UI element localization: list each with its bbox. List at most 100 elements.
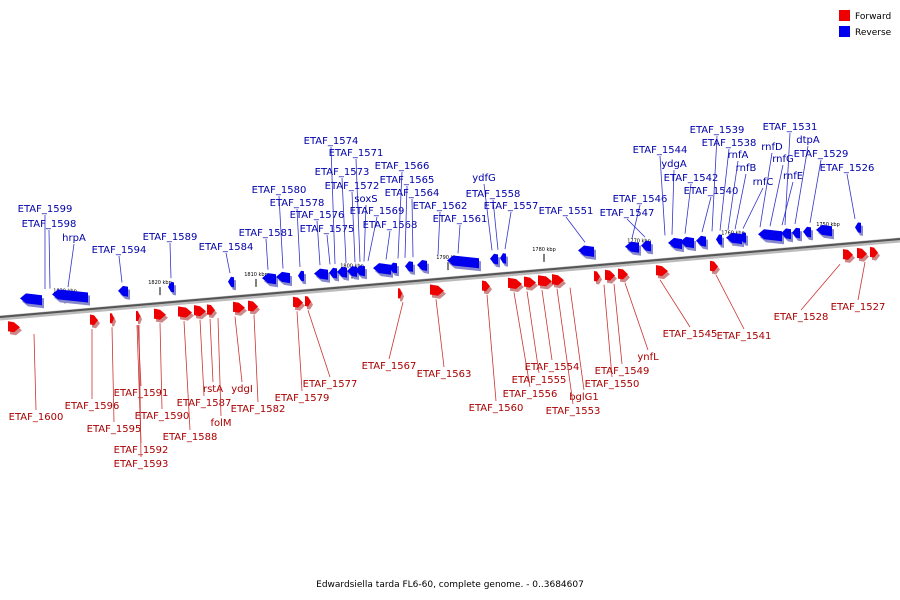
reverse-label-leader bbox=[742, 187, 764, 229]
reverse-label-leader bbox=[341, 177, 347, 264]
forward-gene-label: ETAF_1582 bbox=[231, 404, 286, 415]
forward-gene-arrow bbox=[656, 265, 668, 277]
forward-gene-arrow bbox=[398, 288, 402, 299]
reverse-gene-arrow bbox=[262, 273, 276, 285]
forward-gene-arrow bbox=[305, 296, 311, 307]
reverse-gene-arrow bbox=[389, 262, 397, 274]
reverse-gene-arrow bbox=[855, 222, 861, 233]
reverse-gene-arrow bbox=[337, 266, 347, 278]
reverse-label-leader bbox=[437, 211, 441, 256]
reverse-gene-label: ETAF_1547 bbox=[600, 208, 655, 219]
reverse-gene-arrow bbox=[298, 270, 304, 282]
legend-swatch-reverse bbox=[839, 26, 850, 37]
forward-gene-label: ETAF_1588 bbox=[163, 432, 218, 443]
reverse-gene-arrow bbox=[726, 232, 742, 245]
forward-label-leader bbox=[217, 318, 222, 417]
forward-label-leader bbox=[800, 263, 841, 311]
forward-gene-arrow bbox=[178, 306, 192, 318]
reverse-gene-arrow bbox=[355, 265, 365, 277]
reverse-gene-arrow bbox=[118, 285, 128, 297]
reverse-gene-arrow bbox=[740, 232, 746, 243]
reverse-label-leader bbox=[355, 158, 361, 262]
forward-gene-label: ETAF_1600 bbox=[9, 412, 64, 423]
forward-gene-label: ETAF_1593 bbox=[114, 459, 169, 470]
reverse-gene-label: ETAF_1562 bbox=[413, 201, 468, 212]
reverse-label-leader bbox=[367, 216, 378, 262]
forward-gene-label: ETAF_1577 bbox=[303, 379, 358, 390]
reverse-gene-label: rnfE bbox=[783, 171, 803, 182]
legend: Forward Reverse bbox=[839, 10, 892, 38]
forward-label-leader bbox=[556, 288, 574, 405]
reverse-gene-label: ETAF_1526 bbox=[820, 163, 875, 174]
forward-gene-arrow bbox=[154, 308, 166, 320]
reverse-label-leader bbox=[565, 216, 586, 243]
reverse-gene-label: ETAF_1539 bbox=[690, 125, 745, 136]
forward-label-leader bbox=[624, 282, 649, 351]
forward-gene-arrow bbox=[430, 284, 444, 296]
reverse-label-leader bbox=[397, 171, 403, 259]
forward-label-leader bbox=[111, 327, 115, 423]
reverse-label-leader bbox=[411, 198, 414, 258]
reverse-gene-label: ETAF_1566 bbox=[375, 161, 430, 172]
reverse-gene-arrow bbox=[20, 293, 42, 306]
scale-tick-label: 1780 kbp bbox=[532, 247, 556, 253]
reverse-gene-arrow bbox=[405, 261, 413, 272]
reverse-gene-label: soxS bbox=[354, 194, 377, 205]
forward-gene-label: folM bbox=[210, 418, 231, 429]
forward-label-leader bbox=[715, 274, 745, 330]
forward-gene-label: ETAF_1560 bbox=[469, 403, 524, 414]
reverse-label-leader bbox=[296, 208, 301, 268]
reverse-gene-label: ETAF_1599 bbox=[18, 204, 73, 215]
reverse-label-leader bbox=[809, 159, 822, 223]
forward-gene-arrow bbox=[248, 300, 258, 312]
reverse-gene-label: ETAF_1538 bbox=[702, 138, 757, 149]
reverse-gene-label: ETAF_1551 bbox=[539, 206, 594, 217]
reverse-gene-label: ETAF_1589 bbox=[143, 232, 198, 243]
forward-gene-label: ETAF_1587 bbox=[177, 398, 232, 409]
reverse-label-leader bbox=[671, 169, 675, 235]
forward-gene-arrow bbox=[90, 314, 98, 326]
reverse-gene-label: ETAF_1584 bbox=[199, 242, 254, 253]
forward-gene-arrow bbox=[8, 321, 20, 333]
reverse-gene-arrow bbox=[168, 281, 174, 293]
forward-genes bbox=[8, 246, 880, 336]
reverse-label-leader bbox=[316, 220, 321, 266]
reverse-gene-label: ETAF_1580 bbox=[252, 185, 307, 196]
reverse-gene-arrow bbox=[680, 236, 694, 249]
forward-label-leader bbox=[569, 287, 585, 391]
reverse-label-leader bbox=[727, 160, 739, 230]
reverse-gene-label: ETAF_1531 bbox=[763, 122, 818, 133]
reverse-gene-arrow bbox=[641, 240, 651, 252]
forward-gene-arrow bbox=[857, 247, 867, 259]
reverse-gene-arrow bbox=[696, 235, 706, 247]
reverse-gene-label: rnfG bbox=[772, 154, 794, 165]
reverse-label-leader bbox=[67, 243, 75, 288]
reverse-label-leader bbox=[385, 230, 391, 260]
reverse-label-leader bbox=[278, 195, 284, 269]
reverse-gene-label: ETAF_1540 bbox=[684, 186, 739, 197]
reverse-gene-label: rnfB bbox=[736, 163, 757, 174]
scale-tick-label: 1820 kbp bbox=[148, 280, 172, 286]
reverse-gene-arrow bbox=[816, 224, 832, 237]
forward-label-leader bbox=[513, 292, 531, 388]
reverse-gene-label: ETAF_1565 bbox=[380, 175, 435, 186]
forward-gene-arrow bbox=[594, 271, 600, 282]
scale-tick-label: 1750 kbp bbox=[816, 222, 840, 228]
reverse-gene-label: ETAF_1576 bbox=[290, 210, 345, 221]
forward-gene-label: ETAF_1554 bbox=[525, 362, 580, 373]
forward-label-leader bbox=[526, 291, 540, 374]
forward-label-leader bbox=[603, 284, 613, 378]
reverse-gene-arrow bbox=[417, 260, 427, 271]
reverse-label-leader bbox=[48, 229, 51, 289]
reverse-gene-label: rnfC bbox=[753, 177, 774, 188]
reverse-gene-label: ETAF_1544 bbox=[633, 145, 688, 156]
reverse-gene-label: ETAF_1529 bbox=[794, 149, 849, 160]
forward-gene-arrow bbox=[293, 296, 303, 308]
forward-gene-label: ETAF_1541 bbox=[717, 331, 772, 342]
reverse-label-leader bbox=[794, 145, 809, 225]
forward-gene-arrow bbox=[110, 313, 114, 324]
forward-label-leader bbox=[541, 289, 553, 361]
reverse-gene-arrow bbox=[625, 241, 639, 253]
forward-gene-arrow bbox=[207, 304, 215, 316]
